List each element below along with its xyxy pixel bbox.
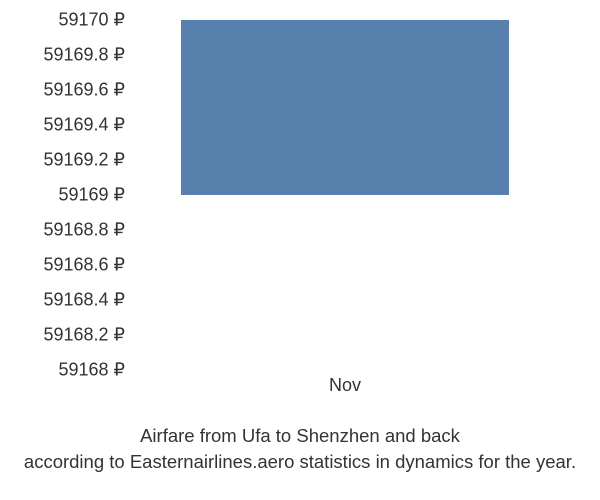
y-tick-label: 59168.8 ₽ [43, 220, 125, 241]
chart-container: 59170 ₽ 59169.8 ₽ 59169.6 ₽ 59169.4 ₽ 59169.… [10, 10, 590, 430]
caption-line-1: Airfare from Ufa to Shenzhen and back [140, 425, 460, 446]
x-axis: Nov [135, 375, 555, 405]
y-tick-label: 59169 ₽ [58, 185, 125, 206]
y-tick-label: 59169.8 ₽ [43, 45, 125, 66]
y-tick-label: 59169.2 ₽ [43, 150, 125, 171]
y-tick-label: 59168 ₽ [58, 360, 125, 381]
y-tick-label: 59169.4 ₽ [43, 115, 125, 136]
y-tick-label: 59170 ₽ [58, 10, 125, 31]
y-tick-label: 59168.4 ₽ [43, 290, 125, 311]
chart-caption: Airfare from Ufa to Shenzhen and back ac… [0, 423, 600, 475]
y-tick-label: 59169.6 ₽ [43, 80, 125, 101]
plot-area [135, 20, 555, 370]
x-tick-label: Nov [329, 375, 361, 396]
bar [181, 20, 509, 195]
y-tick-label: 59168.2 ₽ [43, 325, 125, 346]
y-tick-label: 59168.6 ₽ [43, 255, 125, 276]
y-axis: 59170 ₽59169.8 ₽59169.6 ₽59169.4 ₽59169.… [10, 20, 130, 370]
caption-line-2: according to Easternairlines.aero statis… [24, 451, 576, 472]
